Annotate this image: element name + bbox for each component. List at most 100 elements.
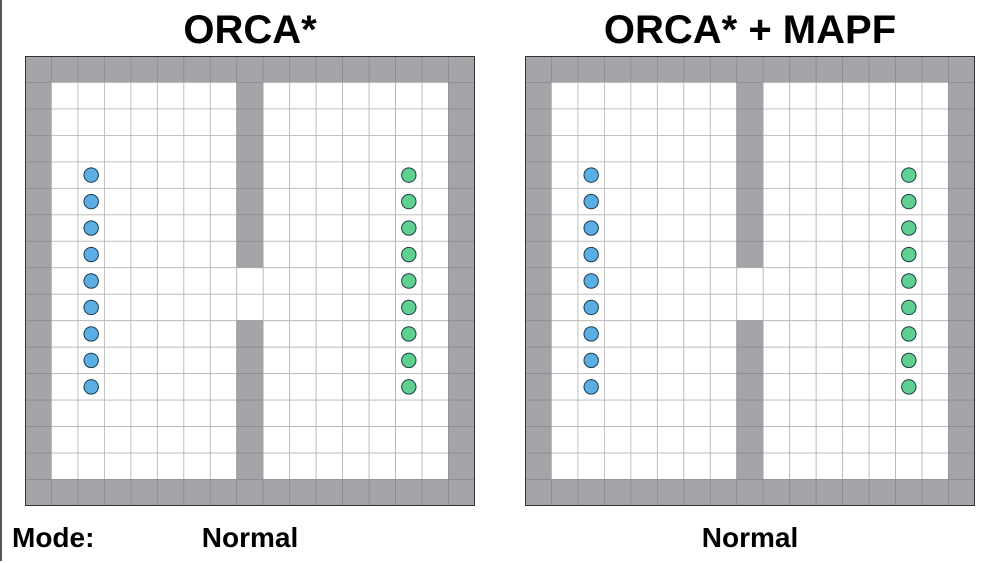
wall-cell <box>448 320 475 348</box>
floor-cell <box>315 320 344 348</box>
floor-cell <box>656 267 685 295</box>
floor-cell <box>868 214 896 242</box>
wall-cell <box>262 479 291 506</box>
wall-cell <box>156 479 185 506</box>
floor-cell <box>683 373 711 401</box>
floor-cell <box>577 426 605 454</box>
wall-cell <box>25 161 52 189</box>
floor-cell <box>789 346 817 375</box>
wall-cell <box>789 56 817 83</box>
wall-cell <box>736 56 764 83</box>
floor-cell <box>130 426 158 454</box>
floor-cell <box>289 346 317 375</box>
floor-cell <box>130 452 158 480</box>
floor-cell <box>842 161 870 189</box>
floor-cell <box>368 293 396 322</box>
floor-cell <box>868 399 896 427</box>
floor-cell <box>315 161 344 189</box>
wall-cell <box>762 56 791 83</box>
wall-cell <box>577 479 605 506</box>
floor-cell <box>183 452 211 480</box>
floor-cell <box>921 399 949 427</box>
wall-cell <box>448 426 475 454</box>
floor-cell <box>51 320 79 348</box>
floor-cell <box>921 135 949 163</box>
floor-cell <box>789 161 817 189</box>
wall-cell <box>448 56 475 83</box>
wall-cell <box>25 320 52 348</box>
floor-cell <box>289 187 317 216</box>
floor-cell <box>342 346 370 375</box>
floor-cell <box>551 267 579 295</box>
floor-cell <box>395 399 423 427</box>
wall-cell <box>525 479 552 506</box>
floor-cell <box>683 267 711 295</box>
floor-cell <box>921 82 949 110</box>
floor-cell <box>630 214 658 242</box>
wall-cell <box>525 214 552 242</box>
wall-cell <box>236 240 264 269</box>
floor-cell <box>630 240 658 269</box>
wall-cell <box>525 399 552 427</box>
floor-cell <box>104 346 132 375</box>
floor-cell <box>315 346 344 375</box>
floor-cell <box>395 135 423 163</box>
floor-cell <box>604 293 632 322</box>
floor-cell <box>815 240 844 269</box>
floor-cell <box>421 187 449 216</box>
floor-cell <box>551 293 579 322</box>
wall-cell <box>289 56 317 83</box>
wall-cell <box>736 187 764 216</box>
wall-cell <box>525 426 552 454</box>
wall-cell <box>236 399 264 427</box>
floor-cell <box>709 161 738 189</box>
wall-cell <box>736 373 764 401</box>
floor-cell <box>709 293 738 322</box>
wall-cell <box>736 161 764 189</box>
floor-cell <box>630 187 658 216</box>
floor-cell <box>815 399 844 427</box>
wall-cell <box>236 108 264 136</box>
floor-cell <box>895 426 923 454</box>
wall-cell <box>209 479 238 506</box>
floor-cell <box>895 108 923 136</box>
floor-cell <box>315 214 344 242</box>
floor-cell <box>630 161 658 189</box>
wall-cell <box>448 346 475 375</box>
floor-cell <box>789 135 817 163</box>
floor-cell <box>104 267 132 295</box>
floor-cell <box>421 82 449 110</box>
wall-cell <box>948 452 975 480</box>
floor-cell <box>789 187 817 216</box>
floor-cell <box>842 346 870 375</box>
floor-cell <box>209 240 238 269</box>
agent-blue <box>83 299 99 316</box>
floor-cell <box>421 373 449 401</box>
floor-cell <box>551 240 579 269</box>
floor-cell <box>736 267 764 295</box>
agent-green <box>901 352 917 369</box>
wall-cell <box>448 293 475 322</box>
floor-cell <box>842 135 870 163</box>
floor-cell <box>183 346 211 375</box>
floor-cell <box>868 187 896 216</box>
wall-cell <box>736 214 764 242</box>
floor-cell <box>921 452 949 480</box>
wall-cell <box>948 82 975 110</box>
floor-cell <box>209 108 238 136</box>
floor-cell <box>209 373 238 401</box>
floor-cell <box>656 399 685 427</box>
wall-cell <box>815 56 844 83</box>
floor-cell <box>342 267 370 295</box>
floor-cell <box>368 161 396 189</box>
floor-cell <box>421 426 449 454</box>
floor-cell <box>604 426 632 454</box>
floor-cell <box>421 240 449 269</box>
floor-cell <box>315 293 344 322</box>
wall-cell <box>315 56 344 83</box>
floor-cell <box>395 426 423 454</box>
floor-cell <box>77 452 105 480</box>
floor-cell <box>262 426 291 454</box>
floor-cell <box>868 346 896 375</box>
floor-cell <box>51 161 79 189</box>
